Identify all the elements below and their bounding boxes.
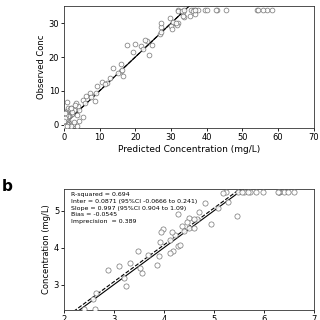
Point xyxy=(63,118,68,124)
Point xyxy=(80,115,85,120)
Point xyxy=(62,124,67,129)
Point xyxy=(175,9,180,14)
Point xyxy=(93,98,98,103)
Point xyxy=(121,276,126,281)
Point xyxy=(104,80,109,85)
Point xyxy=(64,124,69,129)
Point xyxy=(116,71,121,76)
Point xyxy=(154,262,159,267)
Point xyxy=(140,270,145,275)
Point xyxy=(94,91,99,96)
Point xyxy=(62,115,68,120)
Point xyxy=(176,20,181,26)
Point xyxy=(191,225,196,230)
Point xyxy=(74,124,79,129)
Point xyxy=(226,199,231,204)
Point xyxy=(76,118,82,124)
Point xyxy=(223,7,228,12)
Point xyxy=(180,13,185,19)
Point xyxy=(179,223,184,228)
Point xyxy=(62,124,67,129)
Point xyxy=(67,120,72,125)
Point xyxy=(195,7,200,12)
Point xyxy=(65,122,70,127)
Point xyxy=(168,250,173,255)
Point xyxy=(141,46,146,51)
Y-axis label: Concentration (mg/L): Concentration (mg/L) xyxy=(42,205,51,294)
Point xyxy=(83,100,88,105)
Point xyxy=(62,124,68,129)
Point xyxy=(191,8,196,13)
Point xyxy=(186,225,191,230)
Point xyxy=(145,39,150,44)
Point xyxy=(203,7,208,12)
Point xyxy=(62,123,68,128)
Point xyxy=(69,111,74,116)
Point xyxy=(106,268,111,273)
Point xyxy=(62,124,67,129)
Point xyxy=(291,190,296,195)
Point xyxy=(71,119,76,124)
Point xyxy=(64,109,69,114)
Point xyxy=(157,253,162,259)
Point xyxy=(63,111,68,116)
Point xyxy=(68,105,73,110)
Point xyxy=(135,249,140,254)
Point xyxy=(147,52,152,58)
Point xyxy=(170,248,175,253)
Text: R-squared = 0.694
Inter = 0.0871 (95%CI -0.0666 to 0.241)
Slope = 0.997 (95%CI 0: R-squared = 0.694 Inter = 0.0871 (95%CI … xyxy=(71,192,198,224)
Point xyxy=(221,190,226,196)
Point xyxy=(62,124,68,129)
Point xyxy=(269,7,274,12)
Point xyxy=(89,94,94,99)
Point xyxy=(62,120,67,125)
Point xyxy=(170,21,175,26)
Point xyxy=(63,110,68,115)
Point xyxy=(63,124,68,129)
Point xyxy=(62,115,67,120)
Point xyxy=(253,190,258,195)
Point xyxy=(62,115,67,120)
Point xyxy=(108,76,113,81)
Point xyxy=(235,190,240,195)
Point xyxy=(208,221,213,227)
Point xyxy=(65,124,70,129)
Point xyxy=(132,41,138,46)
Point xyxy=(184,219,189,224)
Point xyxy=(66,105,71,110)
Point xyxy=(72,102,77,108)
Point xyxy=(118,68,123,73)
Point xyxy=(62,121,67,126)
Point xyxy=(93,290,98,295)
Point xyxy=(63,116,68,121)
Point xyxy=(245,190,250,195)
Point xyxy=(69,109,74,114)
Point xyxy=(260,190,266,195)
Point xyxy=(256,7,261,12)
Point xyxy=(157,32,162,37)
Point xyxy=(173,20,179,26)
Point xyxy=(248,190,253,195)
Point xyxy=(202,201,207,206)
Point xyxy=(62,124,68,129)
Point xyxy=(91,297,96,302)
Point xyxy=(62,116,67,121)
Point xyxy=(121,73,126,78)
Point xyxy=(213,7,218,12)
Point xyxy=(116,264,121,269)
Point xyxy=(235,213,240,219)
Point xyxy=(181,7,186,12)
Point xyxy=(276,190,281,195)
Point xyxy=(118,61,124,67)
Point xyxy=(63,124,68,129)
Point xyxy=(100,79,105,84)
Point xyxy=(63,113,68,118)
Point xyxy=(102,82,108,87)
Point xyxy=(149,43,155,48)
Point xyxy=(110,65,116,70)
Point xyxy=(159,24,164,29)
Point xyxy=(216,206,221,211)
Point xyxy=(158,230,163,235)
Point xyxy=(197,210,202,215)
Point xyxy=(80,97,85,102)
